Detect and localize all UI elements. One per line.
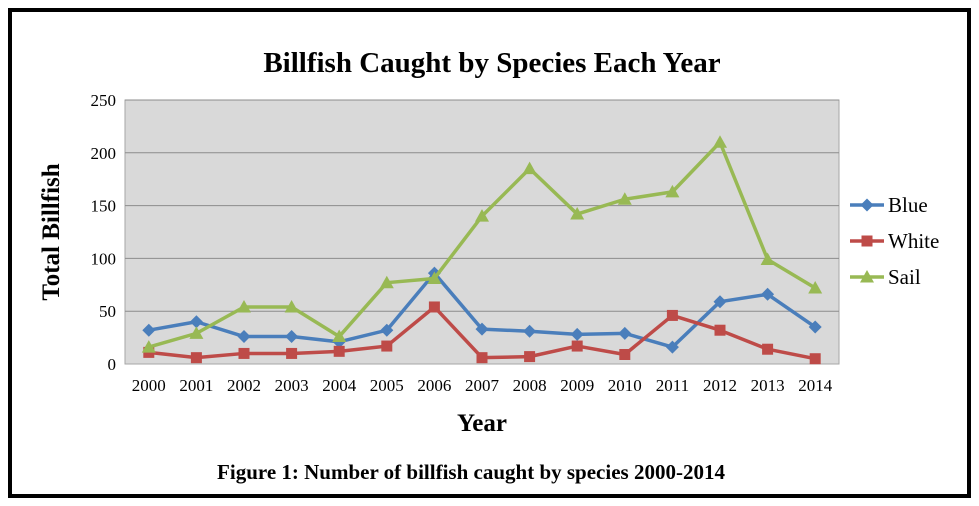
x-tick-label: 2000 — [132, 376, 166, 395]
legend-item-white: White — [850, 229, 939, 253]
x-tick-label: 2003 — [275, 376, 309, 395]
data-point-blue — [808, 320, 822, 334]
data-point-sail — [713, 135, 727, 148]
data-point-sail — [427, 271, 442, 284]
data-point-sail — [522, 161, 537, 175]
x-tick-labels: 2000 2001 2002 2003 2004 2005 2006 2007 2008 2009… — [132, 376, 833, 395]
x-tick-label: 2007 — [465, 376, 500, 395]
data-point-sail — [665, 184, 680, 198]
data-point-white — [714, 324, 726, 336]
x-tick-label: 2012 — [703, 376, 737, 395]
x-tick-label: 2008 — [513, 376, 547, 395]
data-point-sail — [379, 275, 394, 289]
line-chart: 0 50 100 150 200 250 2000 2001 2002 2003 2004 2005… — [38, 47, 939, 484]
data-point-blue — [570, 327, 584, 341]
x-tick-label: 2005 — [370, 376, 404, 395]
data-point-white — [524, 351, 536, 363]
data-point-sail — [237, 299, 251, 313]
data-point-white — [571, 340, 583, 352]
data-point-white — [190, 352, 202, 364]
data-point-white — [428, 301, 440, 313]
data-point-white — [381, 340, 393, 352]
legend-item-blue: Blue — [850, 193, 928, 217]
legend-marker-sail — [860, 270, 874, 283]
legend-item-sail: Sail — [850, 265, 921, 289]
x-tick-label: 2009 — [560, 376, 594, 395]
data-point-blue — [189, 315, 203, 329]
y-tick-label: 0 — [108, 355, 117, 374]
data-point-blue — [713, 295, 727, 309]
data-point-blue — [523, 324, 537, 338]
data-point-blue — [665, 340, 679, 354]
legend-label-blue: Blue — [888, 193, 928, 217]
data-point-blue — [285, 330, 299, 344]
x-tick-label: 2002 — [227, 376, 261, 395]
x-tick-label: 2010 — [608, 376, 642, 395]
x-tick-label: 2013 — [751, 376, 785, 395]
data-point-sail — [808, 280, 823, 294]
data-point-sail — [141, 340, 156, 353]
legend-marker-blue — [860, 198, 874, 212]
x-tick-label: 2004 — [322, 376, 357, 395]
data-point-sail — [475, 209, 489, 222]
data-point-white — [809, 353, 821, 365]
legend-label-sail: Sail — [888, 265, 921, 289]
series-layer — [141, 135, 823, 365]
data-point-white — [238, 347, 250, 359]
data-point-white — [476, 352, 488, 364]
y-tick-label: 250 — [91, 91, 117, 110]
chart-title: Billfish Caught by Species Each Year — [263, 47, 720, 79]
y-tick-label: 100 — [91, 249, 117, 268]
data-point-sail — [332, 329, 347, 343]
data-point-blue — [618, 326, 632, 340]
legend-marker-white — [861, 235, 873, 247]
data-point-sail — [617, 192, 632, 205]
data-point-white — [286, 347, 298, 359]
x-tick-label: 2014 — [798, 376, 833, 395]
data-point-sail — [760, 252, 775, 265]
y-tick-label: 200 — [91, 144, 117, 163]
figure-caption: Figure 1: Number of billfish caught by s… — [217, 460, 725, 484]
y-tick-label: 150 — [91, 197, 117, 216]
data-point-blue — [237, 330, 251, 344]
x-axis-title: Year — [457, 410, 507, 437]
series-white — [143, 301, 821, 365]
legend: Blue White Sail — [850, 193, 939, 289]
x-tick-label: 2006 — [417, 376, 451, 395]
data-point-white — [619, 348, 631, 360]
figure-frame: 0 50 100 150 200 250 2000 2001 2002 2003 2004 2005… — [8, 8, 971, 498]
data-point-blue — [380, 323, 394, 337]
data-point-blue — [761, 287, 775, 301]
series-sail — [141, 135, 823, 353]
data-point-blue — [475, 322, 489, 336]
data-point-blue — [142, 323, 156, 337]
data-point-white — [333, 345, 345, 357]
y-tick-label: 50 — [99, 302, 116, 321]
y-axis-title: Total Billfish — [38, 163, 65, 300]
data-point-white — [666, 309, 678, 321]
y-tick-labels: 0 50 100 150 200 250 — [91, 91, 117, 374]
x-tick-label: 2001 — [179, 376, 213, 395]
data-point-white — [762, 343, 774, 355]
data-point-sail — [570, 207, 585, 220]
x-tick-label: 2011 — [656, 376, 689, 395]
data-point-sail — [189, 326, 204, 339]
data-point-sail — [284, 299, 299, 313]
legend-label-white: White — [888, 229, 939, 253]
